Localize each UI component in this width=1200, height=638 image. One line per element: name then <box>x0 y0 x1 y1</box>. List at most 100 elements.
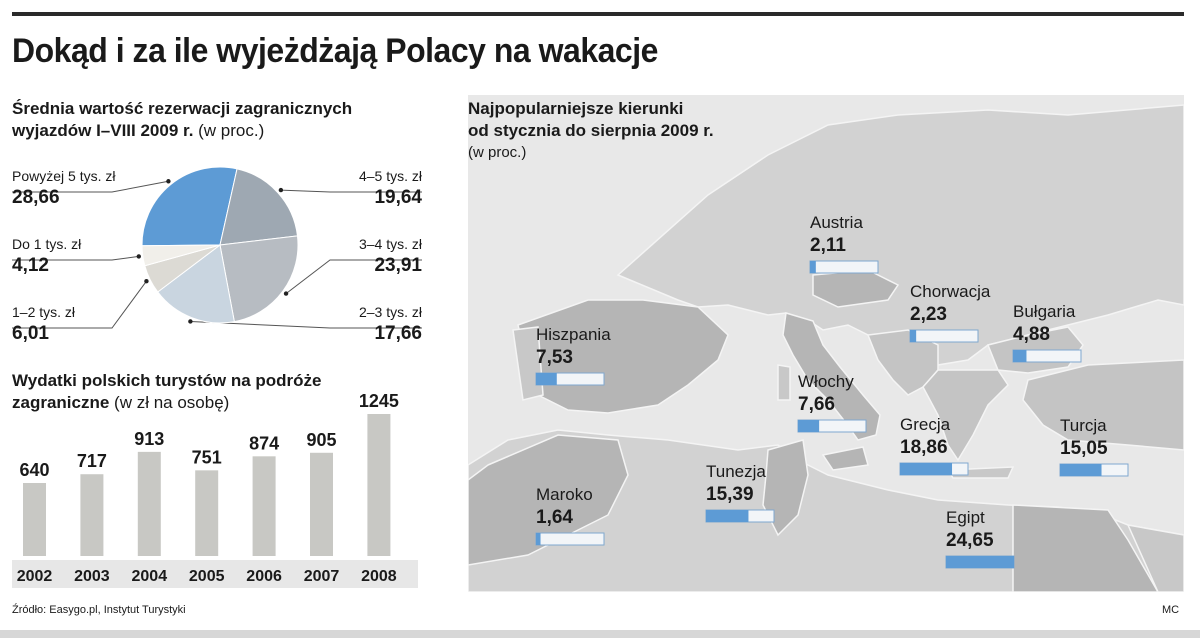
bar-2003 <box>80 474 104 556</box>
map-title-line1: Najpopularniejsze kierunki <box>468 99 684 118</box>
map: Austria 2,11 Chorwacja 2,23 Bułgaria 4,88 Hisz… <box>468 95 1184 592</box>
map-country-hiszpania: Hiszpania <box>536 325 611 344</box>
turkey-land <box>1022 359 1184 451</box>
pie-leader-dot-4-5k <box>278 187 284 193</box>
map-bar-track-chorwacja <box>909 329 979 343</box>
map-value-tunezja: 15,39 <box>706 484 754 505</box>
bar-year-2004: 2004 <box>132 568 168 585</box>
map-bar-fill-maroko <box>536 533 541 545</box>
map-bar-track-maroko <box>535 532 605 546</box>
bar-2004 <box>137 451 161 556</box>
pie-leader-dot-2-3k <box>188 319 193 324</box>
pie-value-2-3k: 17,66 <box>374 323 422 344</box>
pie-leader-dot-1-2k <box>144 279 149 284</box>
map-bar-fill-egipt <box>946 556 1014 568</box>
pie-value-4-5k: 19,64 <box>374 187 422 208</box>
pie-value-1-2k: 6,01 <box>12 323 49 344</box>
bar-value-2004: 913 <box>134 429 164 449</box>
map-value-turcja: 15,05 <box>1060 438 1108 459</box>
bar-value-2005: 751 <box>192 447 222 467</box>
sinai-land <box>1126 524 1184 592</box>
map-value-bulgaria: 4,88 <box>1013 324 1050 345</box>
pie-section-title: Średnia wartość rezerwacji zagranicznych… <box>12 98 452 142</box>
page-title: Dokąd i za ile wyjeżdżają Polacy na waka… <box>12 32 658 70</box>
map-value-austria: 2,11 <box>810 235 846 256</box>
bar-value-2006: 874 <box>249 433 279 453</box>
bottom-rule <box>0 630 1200 638</box>
europe-land <box>616 104 1184 397</box>
map-bar-fill-hiszpania <box>536 373 557 385</box>
bar-2006 <box>252 456 276 556</box>
bar-year-2003: 2003 <box>74 568 110 585</box>
map-value-wlochy: 7,66 <box>798 394 835 415</box>
map-country-grecja: Grecja <box>900 415 951 434</box>
top-rule <box>12 12 1184 16</box>
map-bar-fill-tunezja <box>706 510 749 522</box>
map-country-egipt: Egipt <box>946 508 985 527</box>
pie-slice-2-3k <box>157 244 235 324</box>
year-axis-band <box>12 560 418 588</box>
pie-title-line1: Średnia wartość rezerwacji zagranicznych <box>12 99 353 118</box>
map-country-tunezja: Tunezja <box>706 462 766 481</box>
pie-label-2-3k: 2–3 tys. zł <box>358 304 422 320</box>
pie-leader-above-5k <box>12 180 169 193</box>
bar-year-2007: 2007 <box>304 568 340 585</box>
bar-value-2002: 640 <box>19 460 49 480</box>
bar-chart: 640 2002 717 2003 913 2004 751 2005 874 2006 905 20… <box>12 391 418 588</box>
pie-slice-above-5k <box>141 166 238 247</box>
pie-chart <box>12 166 422 329</box>
bar-title-line2: zagraniczne <box>12 393 110 412</box>
map-bar-fill-grecja <box>900 463 953 475</box>
map-bar-fill-chorwacja <box>910 330 917 342</box>
bar-year-2008: 2008 <box>361 568 397 585</box>
bar-value-2007: 905 <box>306 430 336 450</box>
bar-2002 <box>23 483 46 556</box>
pie-label-4-5k: 4–5 tys. zł <box>358 168 422 184</box>
italy-land <box>782 312 881 441</box>
map-country-wlochy: Włochy <box>798 372 854 391</box>
source-note: Źródło: Easygo.pl, Instytut Turystyki <box>12 604 186 616</box>
bar-year-2002: 2002 <box>17 568 53 585</box>
pie-slice-under-1k <box>141 244 221 267</box>
pie-slice-4-5k <box>219 168 299 246</box>
north-africa-land <box>468 429 1184 592</box>
pie-label-1-2k: 1–2 tys. zł <box>12 304 76 320</box>
pie-leader-1-2k <box>12 280 147 329</box>
pie-leader-2-3k <box>190 320 422 329</box>
map-bar-fill-bulgaria <box>1013 350 1027 362</box>
map-country-maroko: Maroko <box>536 485 593 504</box>
pie-leader-under-1k <box>12 255 139 261</box>
pie-leader-dot-under-1k <box>136 254 141 259</box>
pie-value-3-4k: 23,91 <box>374 255 422 276</box>
map-value-hiszpania: 7,53 <box>536 347 573 368</box>
bar-value-2008: 1245 <box>359 391 399 411</box>
bar-title-line1: Wydatki polskich turystów na podróże <box>12 371 322 390</box>
map-country-turcja: Turcja <box>1060 416 1107 435</box>
morocco-land <box>468 434 629 566</box>
bar-2007 <box>310 452 333 556</box>
sicily-land <box>821 446 869 471</box>
map-value-egipt: 24,65 <box>946 530 994 551</box>
pie-title-line2: wyjazdów I–VIII 2009 r. <box>12 121 194 140</box>
pie-leader-dot-above-5k <box>166 179 171 184</box>
author-credit: MC <box>1162 604 1180 616</box>
map-title-unit: (w proc.) <box>468 144 527 161</box>
egypt-land <box>1012 504 1159 592</box>
sardinia-land <box>777 364 791 401</box>
map-bar-fill-austria <box>810 261 816 273</box>
greece-land <box>922 369 1009 462</box>
bar-year-2005: 2005 <box>189 568 225 585</box>
map-bar-fill-wlochy <box>798 420 820 432</box>
bar-title-unit: (w zł na osobę) <box>109 393 230 412</box>
map-value-chorwacja: 2,23 <box>910 304 947 325</box>
map-country-austria: Austria <box>810 213 863 232</box>
map-bar-track-austria <box>809 260 879 274</box>
map-title: Najpopularniejsze kierunki od stycznia d… <box>468 98 714 164</box>
bar-value-2003: 717 <box>77 451 107 471</box>
map-value-maroko: 1,64 <box>536 507 573 528</box>
pie-label-3-4k: 3–4 tys. zł <box>358 236 422 252</box>
pie-value-under-1k: 4,12 <box>12 255 49 276</box>
pie-title-unit: (w proc.) <box>193 121 265 140</box>
map-country-bulgaria: Bułgaria <box>1013 302 1076 321</box>
pie-value-above-5k: 28,66 <box>12 187 60 208</box>
